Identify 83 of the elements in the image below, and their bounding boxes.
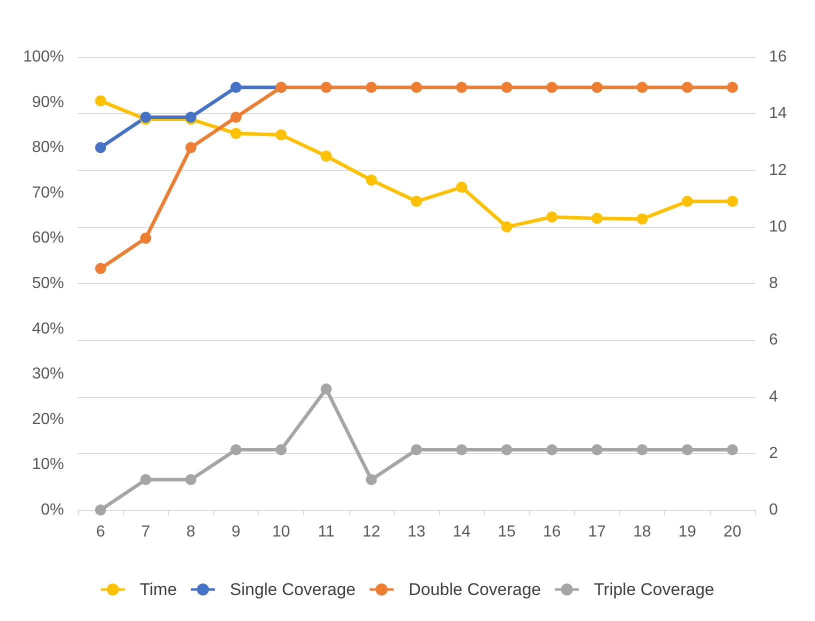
x-tick-label: 8 bbox=[186, 524, 196, 540]
y2-tick-label: 6 bbox=[769, 332, 778, 349]
y-tick-label: 40% bbox=[32, 320, 64, 338]
x-tick-label: 13 bbox=[408, 524, 426, 540]
point bbox=[592, 212, 603, 224]
point bbox=[320, 82, 332, 93]
x-tick-label: 11 bbox=[318, 524, 335, 540]
point bbox=[636, 82, 648, 93]
point bbox=[185, 474, 196, 486]
point bbox=[411, 444, 422, 456]
point bbox=[366, 82, 377, 93]
point bbox=[140, 474, 152, 486]
point bbox=[320, 384, 332, 395]
y2-tick-label: 12 bbox=[769, 162, 787, 179]
point bbox=[726, 82, 738, 93]
point bbox=[230, 112, 242, 123]
x-tick-label: 17 bbox=[588, 524, 606, 540]
point bbox=[592, 444, 603, 456]
y-tick-label: 20% bbox=[32, 410, 64, 428]
y2-tick-label: 14 bbox=[769, 105, 787, 122]
x-tick-label: 9 bbox=[232, 524, 241, 540]
y2-tick-label: 4 bbox=[769, 388, 778, 406]
x-tick-label: 20 bbox=[724, 524, 742, 540]
point bbox=[682, 82, 693, 93]
point bbox=[636, 213, 648, 224]
y2-tick-label: 16 bbox=[769, 48, 787, 66]
y-tick-label: 70% bbox=[32, 184, 64, 202]
x-tick-label: 14 bbox=[452, 524, 471, 540]
legend-label: Triple Coverage bbox=[594, 580, 714, 599]
x-tick-label: 12 bbox=[362, 524, 380, 540]
point bbox=[95, 263, 106, 274]
x-tick-label: 7 bbox=[141, 524, 150, 540]
point bbox=[276, 129, 287, 140]
point bbox=[276, 444, 287, 456]
point bbox=[230, 128, 242, 139]
x-tick-label: 19 bbox=[678, 524, 696, 540]
y-tick-label: 90% bbox=[32, 94, 64, 111]
point bbox=[501, 444, 512, 456]
point bbox=[230, 444, 242, 456]
point bbox=[501, 82, 512, 93]
x-tick-label: 15 bbox=[498, 524, 516, 540]
point bbox=[682, 444, 693, 456]
point bbox=[320, 150, 332, 162]
x-tick-label: 10 bbox=[272, 524, 290, 540]
point bbox=[95, 142, 106, 154]
point bbox=[185, 142, 196, 154]
y-tick-label: 100% bbox=[23, 48, 64, 66]
point bbox=[636, 444, 648, 456]
point bbox=[546, 444, 558, 456]
point bbox=[456, 444, 468, 456]
point bbox=[682, 196, 693, 207]
point bbox=[501, 221, 512, 232]
x-tick-label: 16 bbox=[543, 524, 561, 540]
point bbox=[140, 232, 152, 244]
point bbox=[456, 182, 468, 193]
legend-label: Double Coverage bbox=[408, 580, 541, 599]
y-tick-label: 0% bbox=[40, 502, 64, 518]
y2-tick-label: 8 bbox=[769, 275, 778, 292]
y-tick-label: 30% bbox=[32, 366, 64, 383]
y-tick-label: 60% bbox=[32, 230, 64, 247]
point bbox=[411, 82, 422, 93]
point bbox=[411, 196, 422, 207]
x-tick-label: 18 bbox=[633, 524, 652, 540]
y2-tick-label: 10 bbox=[769, 218, 787, 236]
y-tick-label: 10% bbox=[32, 456, 64, 474]
point bbox=[546, 82, 558, 93]
point bbox=[230, 82, 242, 93]
point bbox=[95, 504, 106, 516]
point bbox=[366, 474, 377, 486]
point bbox=[592, 82, 603, 93]
point bbox=[95, 95, 106, 106]
point bbox=[726, 444, 738, 456]
point bbox=[366, 174, 377, 186]
point bbox=[546, 211, 558, 222]
legend-label: Single Coverage bbox=[230, 580, 356, 599]
y2-tick-label: 0 bbox=[769, 502, 778, 518]
y2-tick-label: 2 bbox=[769, 444, 778, 462]
x-tick-label: 6 bbox=[96, 524, 106, 540]
y-tick-label: 80% bbox=[32, 139, 64, 156]
point bbox=[456, 82, 468, 93]
point bbox=[726, 196, 738, 207]
legend-label: Time bbox=[140, 580, 177, 599]
y-tick-label: 50% bbox=[32, 275, 64, 292]
